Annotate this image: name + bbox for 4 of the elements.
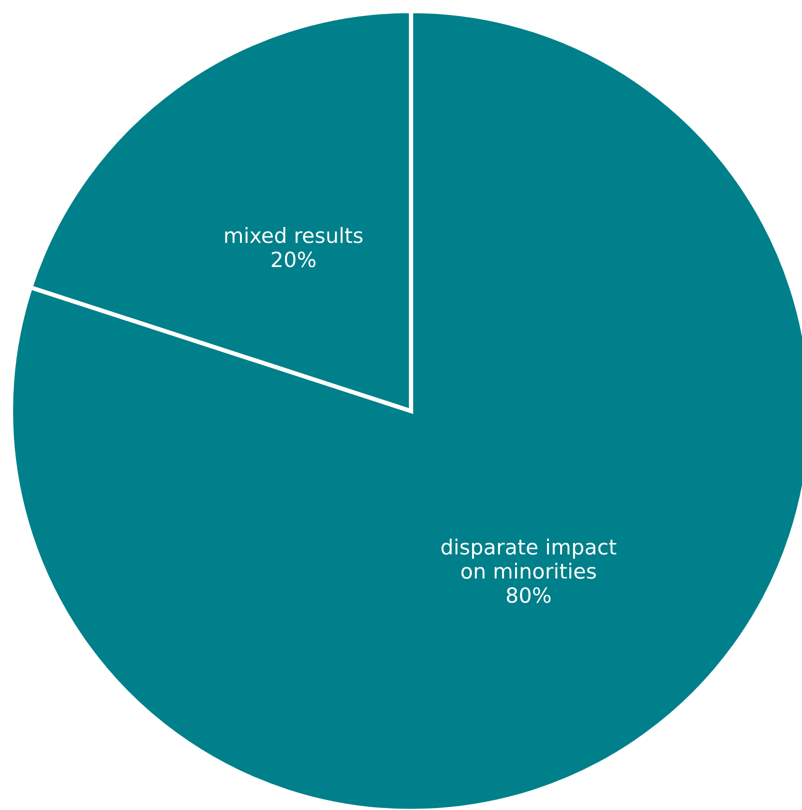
slice-label: disparate impact on minorities — [441, 538, 616, 579]
data-label: 20% — [272, 252, 316, 268]
data-label: 80% — [506, 587, 551, 603]
slice-label: mixed results — [225, 227, 363, 244]
